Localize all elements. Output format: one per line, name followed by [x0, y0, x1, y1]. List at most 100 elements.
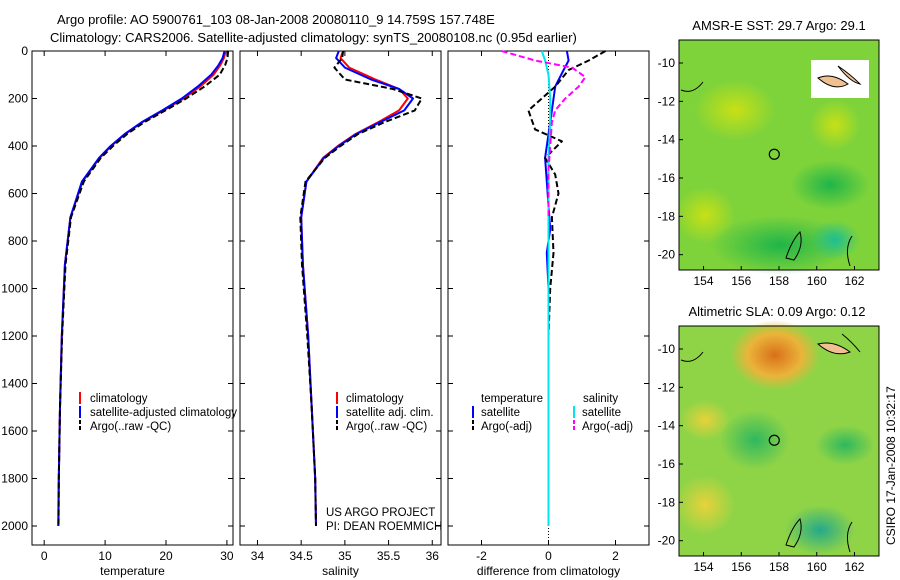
map-x-tick-label: 156 — [731, 274, 751, 288]
sla-low-patch — [785, 505, 855, 555]
x-tick-label: 30 — [220, 549, 234, 563]
y-tick-label: 800 — [8, 234, 28, 248]
map-y-tick-label: -12 — [658, 94, 676, 108]
legend-argo: Argo(..raw -QC) — [90, 421, 171, 433]
x-tick-label: 34 — [251, 549, 265, 563]
legend-salinity-title: salinity — [583, 393, 618, 405]
x-tick-label: 2 — [612, 549, 619, 563]
difference-xlabel: difference from climatology — [477, 564, 620, 578]
map-x-tick-label: 158 — [769, 560, 789, 574]
map-y-tick-label: -18 — [658, 495, 676, 509]
sla-map-panel: Altimetric SLA: 0.09 Argo: 0.12 154 156 15… — [658, 304, 880, 574]
y-tick-label: 2000 — [1, 519, 28, 533]
salinity-xlabel: salinity — [322, 564, 359, 578]
series-satellite-adjusted-climatology — [57, 50, 226, 527]
y-tick-label: 600 — [8, 187, 28, 201]
map-x-tick-label: 154 — [694, 274, 714, 288]
sla-high-patch — [680, 400, 730, 440]
map-x-tick-label: 156 — [731, 560, 751, 574]
map-x-tick-label: 154 — [694, 560, 714, 574]
map-y-tick-label: -20 — [658, 248, 676, 262]
coastline — [841, 333, 861, 353]
land-island — [816, 342, 852, 355]
x-tick-label: -2 — [476, 549, 487, 563]
map-y-tick-label: -10 — [658, 56, 676, 70]
legend-sal-argo: Argo(-adj) — [582, 421, 633, 433]
coastline — [846, 521, 853, 553]
land-island — [837, 65, 862, 85]
sst-warm-patch — [810, 100, 860, 150]
coastline — [785, 518, 802, 548]
map-y-tick-label: -12 — [658, 380, 676, 394]
legend-climatology: climatology — [90, 393, 148, 405]
y-tick-label: 1400 — [1, 377, 28, 391]
sla-low-patch — [815, 425, 875, 465]
y-tick-label: 1200 — [1, 329, 28, 343]
x-tick-label: 10 — [98, 549, 112, 563]
legend-argo: Argo(..raw -QC) — [346, 421, 427, 433]
map-y-tick-label: -18 — [658, 209, 676, 223]
map-x-tick-label: 158 — [769, 274, 789, 288]
x-tick-label: 35 — [338, 549, 352, 563]
coastline — [785, 231, 802, 261]
series-salinity-satellite — [540, 50, 552, 526]
map-x-tick-label: 162 — [844, 560, 864, 574]
sla-high-patch — [675, 475, 735, 535]
map-y-tick-label: -10 — [658, 342, 676, 356]
x-tick-label: 0 — [545, 549, 552, 563]
legend-satellite-adjusted: satellite-adjusted climatology — [90, 407, 237, 419]
sst-cool-patch — [790, 160, 870, 210]
sla-map-title: Altimetric SLA: 0.09 Argo: 0.12 — [688, 304, 865, 319]
sst-map-panel: AMSR-E SST: 29.7 Argo: 29.1 154 156 158 160… — [658, 18, 880, 288]
x-tick-label: 0 — [41, 549, 48, 563]
sst-map-title: AMSR-E SST: 29.7 Argo: 29.1 — [692, 18, 865, 33]
sst-warm-patch — [675, 187, 735, 243]
x-tick-label: 36 — [426, 549, 440, 563]
x-tick-label: 34.5 — [289, 549, 313, 563]
y-tick-label: 400 — [8, 139, 28, 153]
map-y-tick-label: -14 — [658, 133, 676, 147]
y-tick-label: 1000 — [1, 282, 28, 296]
argo-position-marker — [768, 434, 780, 446]
map-y-tick-label: -14 — [658, 419, 676, 433]
sla-high-patch — [730, 320, 820, 390]
x-tick-label: 35.5 — [377, 549, 401, 563]
y-tick-label: 1600 — [1, 424, 28, 438]
argo-position-marker — [768, 148, 780, 160]
y-tick-label: 0 — [21, 44, 28, 58]
temperature-legend: climatology satellite-adjusted climatolo… — [79, 392, 237, 433]
series-salinity-argo-adj- — [501, 50, 587, 218]
map-x-tick-label: 160 — [807, 274, 827, 288]
series-temperature-argo-adj- — [527, 50, 606, 526]
coastline — [680, 81, 704, 92]
sla-low-patch — [720, 410, 790, 470]
csiro-timestamp: CSIRO 17-Jan-2008 10:32:17 — [884, 386, 898, 545]
map-y-tick-label: -16 — [658, 171, 676, 185]
temperature-xlabel: temperature — [100, 564, 165, 578]
salinity-profile-panel: 34 34.5 35 35.5 36 salinity — [239, 50, 442, 578]
salinity-axes-frame — [239, 50, 442, 546]
title-line-2: Climatology: CARS2006. Satellite-adjuste… — [50, 30, 577, 45]
credit-pi: PI: DEAN ROEMMICH — [326, 521, 442, 533]
title-line-1: Argo profile: AO 5900761_103 08-Jan-2008… — [57, 12, 495, 27]
legend-satellite-adj: satellite adj. clim. — [346, 407, 434, 419]
map-x-tick-label: 162 — [844, 274, 864, 288]
legend-temp-argo: Argo(-adj) — [481, 421, 532, 433]
difference-legend: temperature satellite Argo(-adj) salinit… — [472, 393, 633, 433]
coastline — [680, 351, 704, 362]
sst-teal-patch — [810, 220, 860, 260]
series-argo-raw-qc- — [57, 50, 230, 527]
temperature-profile-panel: 0 10 20 30 0 200 400 600 800 1000 1200 1400 1600 1800… — [1, 44, 234, 578]
y-tick-label: 200 — [8, 92, 28, 106]
sst-map-axes: 154 156 158 160 162 -10 -12 -14 -16 -18 -20 — [658, 56, 865, 288]
salinity-legend: climatology satellite adj. clim. Argo(..… — [336, 392, 434, 433]
legend-temp-satellite: satellite — [481, 407, 520, 419]
series-satellite-adj-clim- — [300, 50, 414, 527]
y-tick-label: 1800 — [1, 472, 28, 486]
map-x-tick-label: 160 — [807, 560, 827, 574]
series-climatology — [300, 50, 409, 527]
x-tick-label: 20 — [159, 549, 173, 563]
legend-climatology: climatology — [346, 393, 404, 405]
